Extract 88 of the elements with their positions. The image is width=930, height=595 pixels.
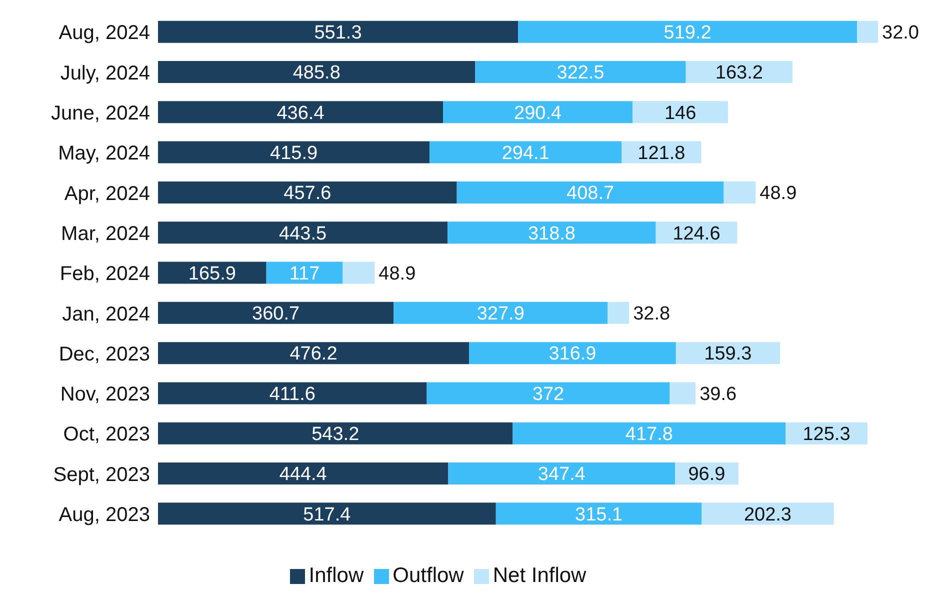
- data-label: 485.8: [292, 62, 340, 84]
- bar: [686, 60, 792, 83]
- bar: [430, 141, 622, 164]
- bar: [496, 502, 702, 525]
- bar: [448, 462, 676, 485]
- data-label: 444.4: [279, 464, 328, 486]
- y-tick-label: Jan, 2024: [62, 303, 150, 326]
- data-label: 347.4: [538, 464, 586, 486]
- y-tick-label: June, 2024: [51, 102, 150, 124]
- data-label: 327.9: [476, 304, 524, 325]
- data-label: 121.8: [638, 142, 686, 164]
- bar: [158, 222, 448, 244]
- bar: [608, 302, 630, 324]
- data-label: 322.5: [556, 62, 604, 84]
- data-label: 315.1: [575, 504, 623, 526]
- bar: [158, 462, 448, 485]
- bar: [158, 382, 427, 404]
- data-label: 436.4: [276, 102, 325, 124]
- bar: [448, 222, 656, 244]
- y-tick-label: Oct, 2023: [63, 424, 150, 446]
- y-tick-label: May, 2024: [58, 142, 150, 165]
- bar: [342, 262, 375, 284]
- data-label: 96.9: [688, 464, 726, 486]
- data-label: 316.9: [548, 344, 596, 365]
- data-label: 543.2: [312, 424, 360, 446]
- bar: [158, 60, 476, 83]
- data-label: 202.3: [744, 504, 792, 526]
- data-label: 372: [532, 384, 564, 405]
- bar: [475, 60, 686, 83]
- legend-label: Outflow: [392, 564, 464, 587]
- bar: [518, 20, 858, 43]
- legend-label: Net Inflow: [492, 564, 586, 587]
- data-label: 415.9: [270, 142, 318, 164]
- data-label: 32.0: [882, 22, 919, 44]
- data-label: 408.7: [566, 183, 614, 204]
- data-label: 294.1: [502, 142, 550, 164]
- data-label: 163.2: [715, 62, 763, 84]
- data-label: 48.9: [378, 263, 416, 284]
- data-label: 125.3: [802, 424, 850, 446]
- y-tick-label: Mar, 2024: [61, 222, 150, 245]
- data-label: 476.2: [290, 344, 338, 365]
- data-label: 32.8: [633, 304, 670, 325]
- bar: [394, 302, 608, 324]
- data-label: 517.4: [303, 504, 352, 526]
- data-label: 117: [289, 263, 320, 284]
- bar: [158, 101, 443, 124]
- data-label: 417.8: [625, 424, 673, 446]
- bar: [158, 20, 518, 43]
- y-tick-label: Nov, 2023: [60, 384, 150, 406]
- bar: [670, 382, 696, 404]
- data-label: 48.9: [760, 183, 797, 204]
- bar: [724, 181, 756, 204]
- data-label: 146: [664, 102, 696, 124]
- data-label: 457.6: [284, 183, 332, 204]
- bar: [456, 181, 724, 204]
- legend-label: Inflow: [308, 564, 364, 587]
- bar: [426, 382, 670, 404]
- y-tick-label: July, 2024: [60, 62, 150, 84]
- bar: [442, 101, 633, 124]
- data-label: 39.6: [700, 384, 737, 405]
- y-tick-label: Dec, 2023: [58, 343, 150, 366]
- data-label: 318.8: [528, 223, 576, 244]
- bar: [158, 181, 457, 204]
- bar: [158, 302, 394, 324]
- bar: [857, 20, 878, 43]
- bar: [702, 502, 834, 525]
- bar: [158, 141, 430, 164]
- bar: [158, 422, 513, 444]
- y-tick-label: Aug, 2024: [58, 22, 150, 44]
- y-tick-label: Sept, 2023: [53, 464, 150, 486]
- data-label: 360.7: [252, 304, 300, 325]
- data-label: 165.9: [188, 263, 236, 284]
- bar: [266, 262, 343, 284]
- data-label: 411.6: [269, 384, 316, 405]
- bar: [512, 422, 786, 444]
- data-label: 159.3: [704, 344, 752, 365]
- y-tick-label: Apr, 2024: [64, 182, 150, 205]
- data-label: 124.6: [672, 223, 720, 244]
- data-label: 443.5: [279, 223, 327, 244]
- data-label: 551.3: [314, 22, 362, 44]
- y-tick-label: Aug, 2023: [58, 504, 150, 526]
- y-tick-label: Feb, 2024: [60, 263, 150, 286]
- bar: [632, 101, 728, 124]
- bar: [468, 342, 676, 364]
- bar: [158, 502, 496, 525]
- data-label: 519.2: [664, 22, 712, 44]
- data-label: 290.4: [514, 102, 562, 124]
- bar: [158, 342, 469, 364]
